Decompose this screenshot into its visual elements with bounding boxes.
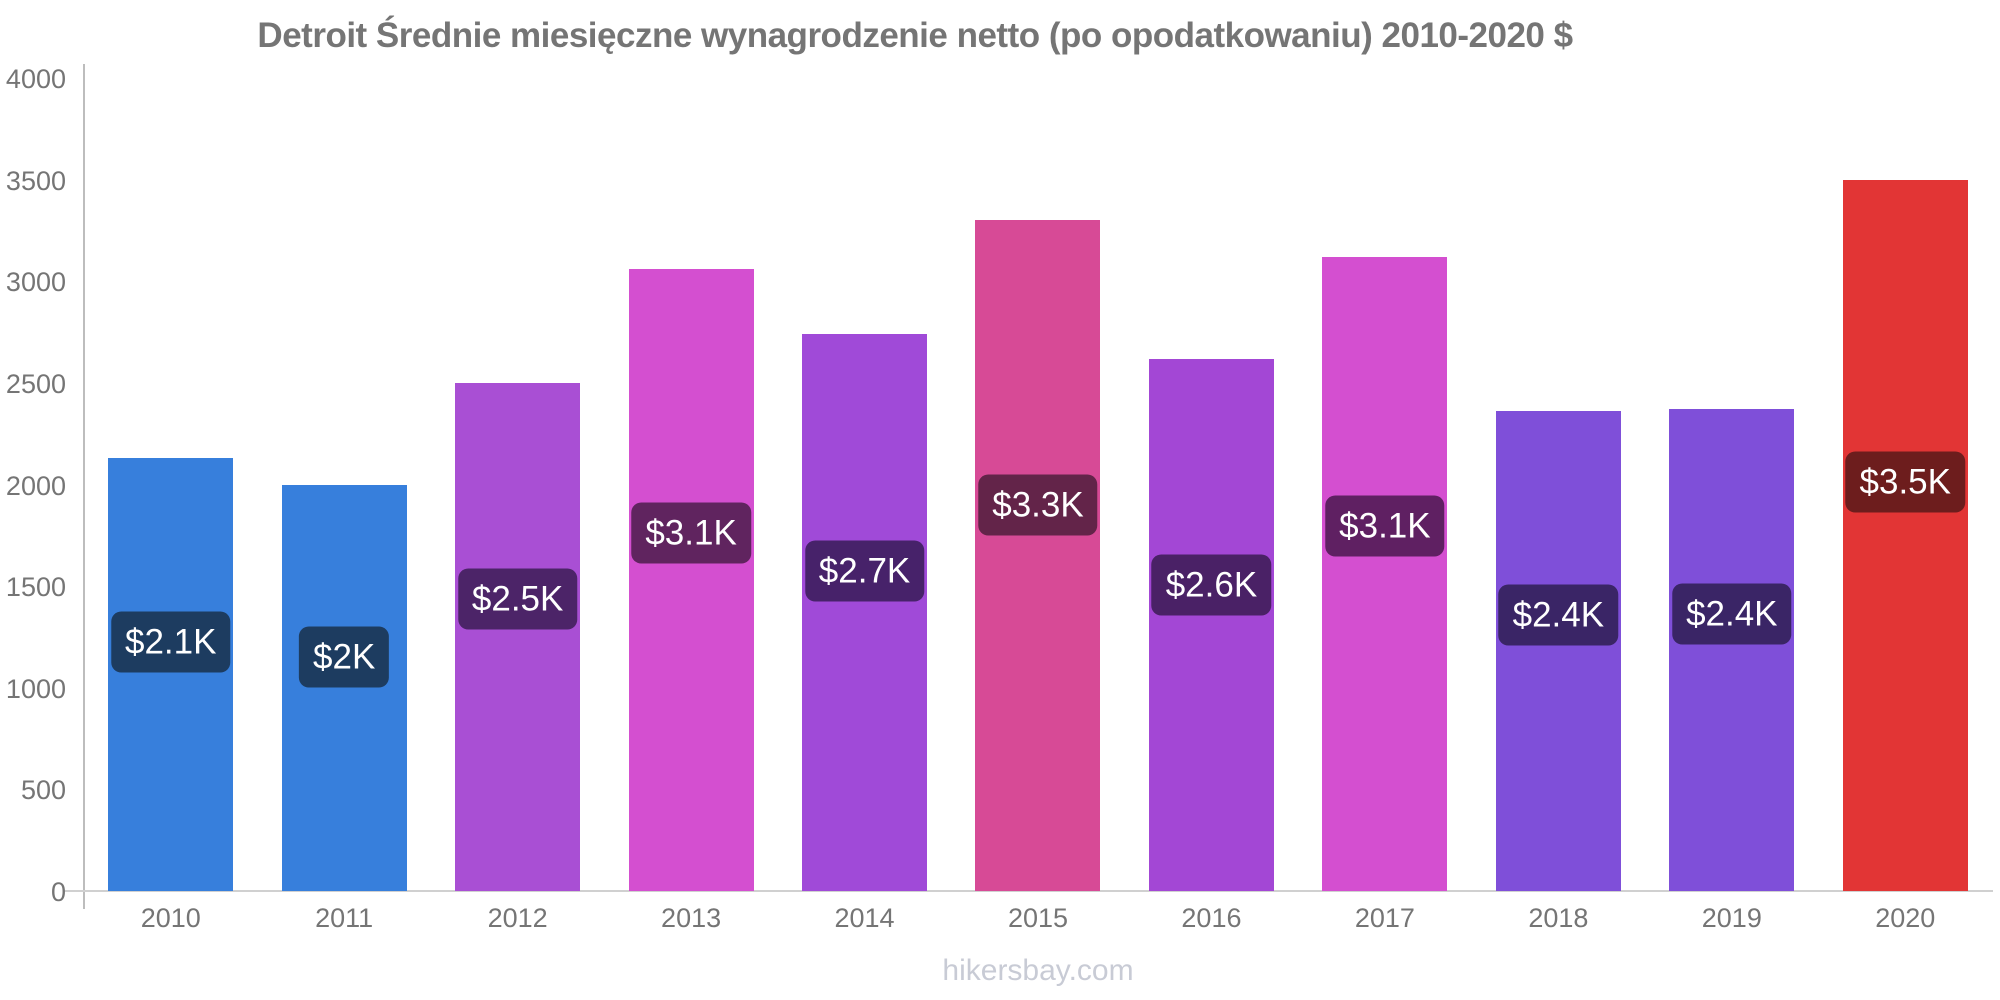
bars-area: $2.1K $2K $2.5K $3.1K $2.7K $3.3K $2.6K $3.1K $2… bbox=[84, 78, 1992, 891]
bar-value-label: $3.5K bbox=[1845, 451, 1965, 513]
x-axis-tick-label: 2011 bbox=[315, 903, 374, 933]
bar-2016[interactable]: $2.6K bbox=[1148, 358, 1274, 891]
bar-slot: $2.7K bbox=[778, 78, 951, 891]
x-axis-tick-label: 2019 bbox=[1701, 903, 1762, 933]
bar-value-label: $3.3K bbox=[978, 474, 1098, 536]
bar-2014[interactable]: $2.7K bbox=[802, 334, 928, 891]
bar-slot: $2.4K bbox=[1472, 78, 1645, 891]
bar-value-label: $2.4K bbox=[1672, 583, 1792, 645]
x-axis-tick-label: 2018 bbox=[1528, 903, 1589, 933]
bar-2018[interactable]: $2.4K bbox=[1495, 411, 1621, 891]
y-axis-tick-label: 2500 bbox=[5, 368, 66, 399]
y-axis-tick-label: 3500 bbox=[5, 165, 66, 196]
bar-slot: $2.1K bbox=[84, 78, 257, 891]
x-axis-tick-label: 2017 bbox=[1354, 903, 1415, 933]
bar-value-label: $3.1K bbox=[631, 502, 751, 564]
bar-slot: $3.1K bbox=[1298, 78, 1471, 891]
y-axis-tick-label: 1500 bbox=[5, 572, 66, 603]
bar-value-label: $2.7K bbox=[804, 540, 925, 602]
bar-value-label: $2K bbox=[299, 626, 390, 688]
bar-2015[interactable]: $3.3K bbox=[975, 220, 1101, 891]
y-axis-tick-label: 0 bbox=[50, 877, 66, 907]
bar-value-label: $2.1K bbox=[110, 611, 231, 673]
x-axis-line bbox=[63, 890, 1993, 892]
bar-2010[interactable]: $2.1K bbox=[108, 458, 234, 891]
x-axis-tick-label: 2020 bbox=[1875, 903, 1936, 933]
bar-slot: $3.5K bbox=[1819, 78, 1992, 891]
bar-value-label: $2.5K bbox=[457, 568, 578, 630]
bar-2017[interactable]: $3.1K bbox=[1322, 256, 1448, 891]
x-axis-tick-label: 2010 bbox=[140, 903, 201, 933]
x-axis: 2010 2011 2012 2013 2014 2015 2016 2017 2018 2019… bbox=[84, 903, 1992, 934]
bar-value-label: $2.6K bbox=[1151, 554, 1272, 616]
bar-slot: $2.4K bbox=[1645, 78, 1818, 891]
bar-slot: $2.5K bbox=[431, 78, 604, 891]
bar-2013[interactable]: $3.1K bbox=[628, 269, 754, 891]
x-axis-tick-label: 2014 bbox=[834, 903, 895, 933]
y-axis-tick-label: 1000 bbox=[5, 673, 66, 704]
bar-2020[interactable]: $3.5K bbox=[1842, 179, 1968, 891]
bar-value-label: $3.1K bbox=[1325, 495, 1445, 557]
y-axis-tick-label: 4000 bbox=[5, 64, 66, 94]
bar-value-label: $2.4K bbox=[1498, 584, 1619, 646]
x-axis-tick-label: 2013 bbox=[661, 903, 722, 933]
chart-title: Detroit Średnie miesięczne wynagrodzenie… bbox=[257, 16, 1573, 55]
x-axis-tick-label: 2016 bbox=[1181, 903, 1242, 933]
bar-2012[interactable]: $2.5K bbox=[455, 382, 581, 891]
bar-slot: $3.3K bbox=[951, 78, 1124, 891]
y-axis-tick-label: 500 bbox=[20, 775, 66, 806]
bar-slot: $3.1K bbox=[604, 78, 777, 891]
y-axis-line bbox=[83, 64, 85, 909]
bar-2019[interactable]: $2.4K bbox=[1669, 409, 1795, 891]
y-axis-tick-label: 3000 bbox=[5, 267, 66, 298]
bar-2011[interactable]: $2K bbox=[281, 484, 407, 891]
bar-slot: $2.6K bbox=[1125, 78, 1298, 891]
watermark: hikersbay.com bbox=[942, 954, 1134, 987]
bar-slot: $2K bbox=[257, 78, 430, 891]
y-axis-tick-label: 2000 bbox=[5, 470, 66, 501]
x-axis-tick-label: 2015 bbox=[1007, 903, 1069, 933]
x-axis-tick-label: 2012 bbox=[487, 903, 548, 933]
